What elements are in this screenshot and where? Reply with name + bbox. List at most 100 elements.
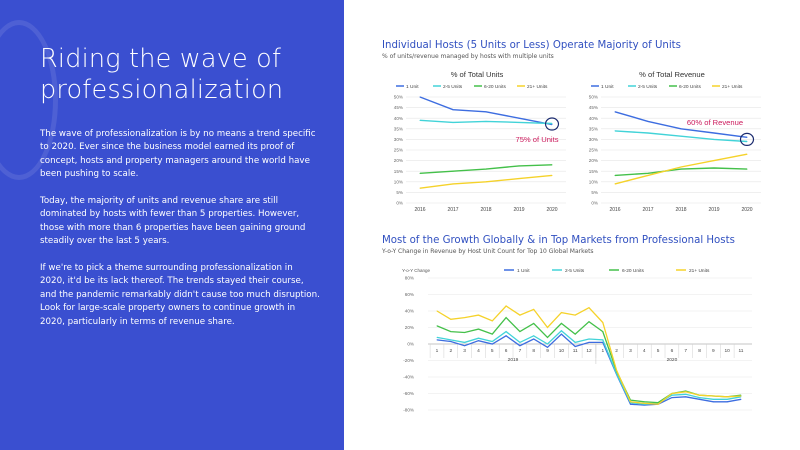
data-point-21-plus-units [616,369,618,371]
data-point-1-unit [699,398,700,400]
data-point-1-unit [746,136,748,138]
data-point-6-20-units [518,165,520,167]
legend-label-21-plus-units: 21+ Units [722,84,743,90]
data-point-1-unit [614,111,616,113]
y-tick-label: 25% [589,148,598,153]
data-point-2-5-units [478,337,479,339]
data-point-21-plus-units [551,174,553,176]
data-point-21-plus-units [614,183,616,185]
y-tick-label: 10% [394,179,403,184]
chart-section-2-subtitle: Y-o-Y Change in Revenue by Host Unit Cou… [382,248,594,255]
slide-title: Riding the wave of professionalization [40,44,284,105]
chart-title: % of Total Units [451,70,504,79]
data-point-21-plus-units [464,317,466,319]
data-point-21-plus-units [685,391,687,393]
data-point-6-20-units [533,322,535,324]
data-point-6-20-units [657,402,659,404]
data-point-6-20-units [519,331,521,333]
data-point-1-unit [630,403,631,405]
body-text: The wave of professionalization is by no… [40,128,320,342]
y-tick-label: 0% [591,201,598,206]
paragraph-1: The wave of professionalization is by no… [40,129,316,180]
y-tick-label: 0% [407,342,414,347]
data-point-1-unit [574,346,576,347]
x-tick-label: 3 [629,348,632,354]
data-point-2-5-units [614,130,616,132]
x-tick-label: 2020 [546,207,557,213]
legend-label-6-20-units: 6-20 Units [622,268,644,274]
data-point-6-20-units [436,325,438,327]
x-tick-label: 6 [505,348,508,354]
data-point-21-plus-units [574,314,576,316]
data-point-1-unit [726,401,728,403]
highlight-circle [739,132,755,147]
data-point-21-plus-units [712,395,714,397]
x-tick-label: 9 [712,348,715,354]
data-point-2-5-units [671,394,673,396]
data-point-1-unit [436,339,438,341]
y-axis-label: Y-o-Y Change [402,268,431,273]
x-tick-label: 2 [449,348,452,354]
year-label-2019: 2019 [508,357,519,363]
data-point-6-20-units [505,317,507,319]
paragraph-2: Today, the majority of units and revenue… [40,196,306,247]
data-point-2-5-units [574,341,576,343]
data-point-2-5-units [547,343,548,345]
data-point-6-20-units [588,321,590,323]
legend-label-21-plus-units: 21+ Units [527,84,548,90]
legend-label-1-unit: 1 Unit [601,84,614,90]
data-point-1-unit [478,340,479,342]
legend-label-6-20-units: 6-20 Units [484,84,506,90]
chart-title: % of Total Revenue [639,70,705,79]
series-line-1-unit [419,96,553,126]
y-tick-label: 5% [396,190,403,195]
data-point-21-plus-units [518,178,520,180]
data-point-2-5-units [505,331,507,333]
data-point-21-plus-units [713,160,715,162]
data-point-21-plus-units [726,396,728,398]
x-tick-label: 5 [657,348,660,354]
y-tick-label: 40% [394,116,403,121]
data-point-1-unit [485,111,487,113]
data-point-21-plus-units [450,318,452,320]
units-share-chart: % of Total Units 1 Unit 2-5 Units 6-20 Unit… [382,64,572,214]
data-point-1-unit [519,345,521,347]
data-point-1-unit [713,132,715,134]
data-point-21-plus-units [602,322,604,323]
data-point-2-5-units [746,141,748,143]
data-point-21-plus-units [505,305,507,307]
data-point-6-20-units [614,174,616,176]
data-point-2-5-units [712,398,714,400]
chart-section-1-title: Individual Hosts (5 Units or Less) Opera… [382,40,681,51]
data-point-6-20-units [746,168,748,170]
data-point-21-plus-units [740,395,742,397]
highlight-annotation: 60% of Revenue [687,118,743,127]
x-tick-label: 2018 [480,207,491,213]
data-point-1-unit [452,109,454,111]
data-point-6-20-units [680,168,682,170]
x-tick-label: 2017 [447,207,458,213]
data-point-21-plus-units [680,166,682,168]
data-point-2-5-units [419,119,421,121]
data-point-6-20-units [450,331,452,333]
y-tick-label: 45% [589,105,598,110]
x-tick-label: 11 [739,348,744,354]
data-point-6-20-units [574,333,576,335]
data-point-21-plus-units [671,393,673,394]
data-point-1-unit [505,335,507,337]
data-point-21-plus-units [533,308,535,310]
data-point-6-20-units [452,170,454,172]
data-point-2-5-units [713,138,715,140]
data-point-1-unit [419,96,421,98]
data-point-6-20-units [551,164,553,166]
data-point-6-20-units [647,172,649,174]
x-tick-label: 1 [436,348,439,354]
data-point-1-unit [491,343,493,345]
y-tick-label: 50% [589,95,598,100]
y-tick-label: 40% [589,116,598,121]
legend-label-21-plus-units: 21+ Units [689,268,710,274]
data-point-6-20-units [491,333,493,335]
data-point-1-unit [533,338,535,340]
data-point-6-20-units [485,168,487,170]
x-tick-label: 9 [546,348,549,354]
